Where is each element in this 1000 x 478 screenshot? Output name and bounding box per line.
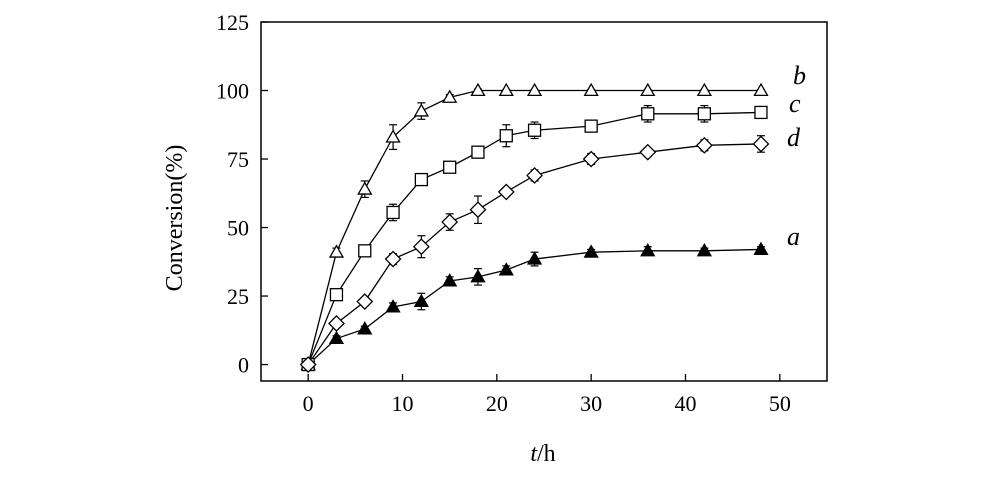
series-c-marker <box>414 172 429 187</box>
series-d-marker <box>469 201 487 219</box>
series-a-marker <box>526 251 543 265</box>
series-a-marker <box>696 243 712 257</box>
series-c-line <box>307 111 761 365</box>
series-c-marker <box>443 160 457 174</box>
series-b-label: b <box>793 61 806 90</box>
axes <box>260 21 828 382</box>
series-d-label: d <box>787 123 801 152</box>
y-tick-label: 100 <box>216 79 249 104</box>
series-d-marker <box>299 356 317 373</box>
series-labels: a bcd <box>787 61 806 251</box>
y-tick-label: 125 <box>216 10 249 35</box>
y-tick-label: 25 <box>227 284 249 309</box>
series-c-marker <box>329 288 344 302</box>
x-tick-label: 0 <box>303 391 314 416</box>
y-axis-label: Conversion(%) <box>162 145 188 292</box>
y-tick-label: 50 <box>227 216 249 241</box>
series-d-marker <box>639 143 657 161</box>
y-tick-label: 75 <box>227 147 249 172</box>
x-tick-label: 50 <box>769 391 791 416</box>
series-c-marker <box>527 123 542 137</box>
series-b-marker <box>470 82 486 97</box>
x-tick-label: 40 <box>675 391 697 416</box>
series-b-marker <box>385 129 401 143</box>
series-d-marker <box>752 135 770 153</box>
series-b-marker <box>413 103 429 117</box>
series-c-marker <box>754 105 768 120</box>
series-d-marker <box>526 167 543 184</box>
y-tick-label: 0 <box>238 353 249 378</box>
series-a-marker <box>328 330 345 345</box>
series-d-marker <box>497 183 515 201</box>
series-b-marker <box>357 181 373 195</box>
series-d-marker <box>356 293 374 310</box>
x-axis-label-italic: t <box>530 441 538 467</box>
series-a-marker <box>470 269 486 283</box>
series-b-marker <box>583 82 599 97</box>
series-b-marker <box>526 82 543 97</box>
series-b-marker <box>328 244 345 258</box>
series-a-marker <box>357 321 373 335</box>
series-c-marker <box>641 107 655 121</box>
series-d-marker <box>412 238 430 256</box>
x-tick-label: 30 <box>580 391 602 416</box>
x-tick-label: 20 <box>486 391 508 416</box>
series-b-marker <box>640 82 656 97</box>
series-c-marker <box>358 244 372 258</box>
series-c-marker <box>584 119 598 133</box>
series-c-marker <box>697 107 712 121</box>
series-a-label: a <box>787 222 800 251</box>
series-d-marker <box>695 136 713 154</box>
series-d-marker <box>582 150 600 168</box>
series-d-marker <box>328 315 345 332</box>
series-d-marker <box>384 250 402 268</box>
series-c-label: c <box>789 89 801 118</box>
series-a-marker <box>442 273 458 287</box>
series-a-marker <box>583 244 599 258</box>
series-d-marker <box>441 213 459 231</box>
series-b-marker <box>696 82 712 97</box>
x-axis-label: t/h <box>530 441 555 467</box>
series-a-line <box>307 248 761 366</box>
series-a-marker <box>385 299 401 313</box>
series-a-marker <box>640 243 656 257</box>
x-axis-label-unit: /h <box>537 441 556 467</box>
series-a-marker <box>413 293 429 308</box>
series-markers <box>299 82 770 373</box>
series-c-marker <box>471 145 485 159</box>
plot-frame <box>260 21 828 382</box>
series-b-marker <box>442 89 458 103</box>
series-c-marker <box>499 129 513 143</box>
series-a-marker <box>498 262 514 276</box>
ticks: 0 10 20 30 40 50 0 25 50 75 100 125 <box>216 10 791 416</box>
x-tick-label: 10 <box>392 391 414 416</box>
series-b-marker <box>753 82 769 97</box>
series-c-marker <box>386 205 400 220</box>
series-a-marker <box>753 241 769 255</box>
series-b-marker <box>498 82 514 97</box>
